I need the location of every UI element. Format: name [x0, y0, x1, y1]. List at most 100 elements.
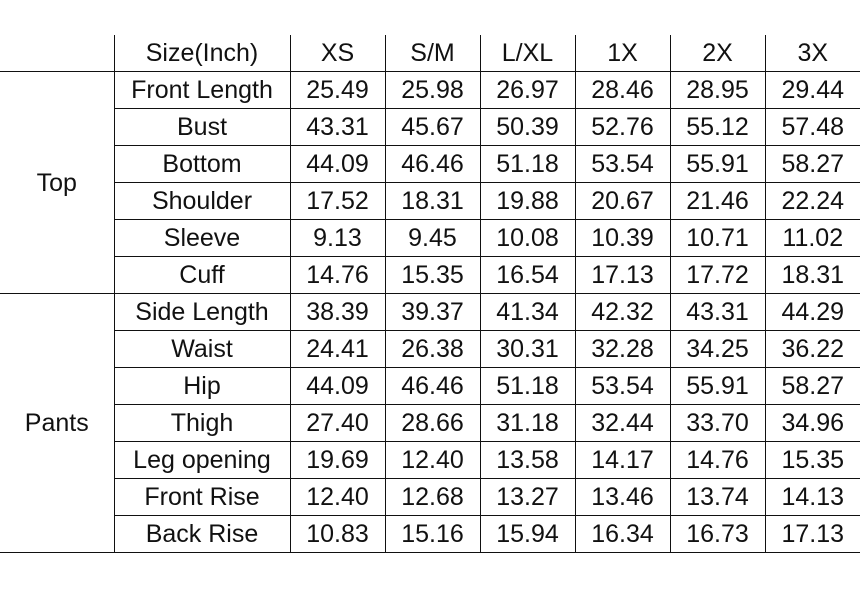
table-row: Sleeve 9.13 9.45 10.08 10.39 10.71 11.02: [0, 219, 860, 257]
size-value-cell: 14.76: [289, 256, 385, 294]
size-value-cell: 53.54: [574, 145, 670, 183]
size-value-cell: 36.22: [764, 330, 860, 368]
size-value-cell: 55.91: [669, 145, 765, 183]
size-value-cell: 17.13: [574, 256, 670, 294]
size-value-cell: 33.70: [669, 404, 765, 442]
measure-label: Bottom: [113, 145, 290, 183]
size-value-cell: 27.40: [289, 404, 385, 442]
size-value-cell: 32.44: [574, 404, 670, 442]
size-value-cell: 13.74: [669, 478, 765, 516]
table-row: Thigh 27.40 28.66 31.18 32.44 33.70 34.96: [0, 404, 860, 442]
measure-label: Waist: [113, 330, 290, 368]
size-value-cell: 12.40: [384, 441, 480, 479]
size-value-cell: 18.31: [764, 256, 860, 294]
header-xs: XS: [289, 35, 385, 72]
header-row: Size(Inch) XS S/M L/XL 1X 2X 3X: [0, 35, 860, 72]
size-value-cell: 28.95: [669, 71, 765, 109]
table-row: Pants Side Length 38.39 39.37 41.34 42.32 43.3…: [0, 293, 860, 553]
size-value-cell: 21.46: [669, 182, 765, 220]
size-value-cell: 46.46: [384, 145, 480, 183]
size-value-cell: 44.09: [289, 367, 385, 405]
table-row: Front Rise 12.40 12.68 13.27 13.46 13.74 14.13: [0, 478, 860, 516]
header-1x: 1X: [574, 35, 670, 72]
size-value-cell: 41.34: [479, 293, 575, 331]
size-value-cell: 51.18: [479, 367, 575, 405]
size-value-cell: 17.52: [289, 182, 385, 220]
measure-label: Sleeve: [113, 219, 290, 257]
size-value-cell: 44.09: [289, 145, 385, 183]
size-value-cell: 30.31: [479, 330, 575, 368]
measure-label: Leg opening: [113, 441, 290, 479]
measure-label: Shoulder: [113, 182, 290, 220]
header-size-inch: Size(Inch): [113, 35, 290, 72]
size-value-cell: 58.27: [764, 367, 860, 405]
size-value-cell: 15.35: [384, 256, 480, 294]
size-value-cell: 51.18: [479, 145, 575, 183]
table-row: Waist 24.41 26.38 30.31 32.28 34.25 36.22: [0, 330, 860, 368]
size-value-cell: 58.27: [764, 145, 860, 183]
size-value-cell: 44.29: [764, 293, 860, 331]
header-s-m: S/M: [384, 35, 480, 72]
corner-cell: [0, 35, 114, 72]
size-value-cell: 12.40: [289, 478, 385, 516]
header-3x: 3X: [764, 35, 860, 72]
group-label-top: Top: [0, 71, 114, 294]
size-value-cell: 14.76: [669, 441, 765, 479]
size-value-cell: 15.16: [384, 515, 480, 553]
size-value-cell: 11.02: [764, 219, 860, 257]
measure-label: Hip: [113, 367, 290, 405]
size-value-cell: 18.31: [384, 182, 480, 220]
size-value-cell: 26.38: [384, 330, 480, 368]
table-row: Top Front Length 25.49 25.98 26.97 28.46 28.95…: [0, 71, 860, 294]
size-value-cell: 14.17: [574, 441, 670, 479]
size-chart-table: Size(Inch) XS S/M L/XL 1X 2X 3X Top Front…: [0, 35, 860, 553]
size-value-cell: 45.67: [384, 108, 480, 146]
header-l-xl: L/XL: [479, 35, 575, 72]
table-row: Bottom 44.09 46.46 51.18 53.54 55.91 58.27: [0, 145, 860, 183]
header-2x: 2X: [669, 35, 765, 72]
table-row: Cuff 14.76 15.35 16.54 17.13 17.72 18.31: [0, 256, 860, 294]
size-value-cell: 28.46: [574, 71, 670, 109]
size-value-cell: 55.12: [669, 108, 765, 146]
size-value-cell: 53.54: [574, 367, 670, 405]
size-value-cell: 10.71: [669, 219, 765, 257]
size-value-cell: 29.44: [764, 71, 860, 109]
size-value-cell: 13.58: [479, 441, 575, 479]
size-value-cell: 22.24: [764, 182, 860, 220]
size-value-cell: 52.76: [574, 108, 670, 146]
size-value-cell: 16.34: [574, 515, 670, 553]
size-chart-body: Top Front Length 25.49 25.98 26.97 28.46 28.95…: [0, 71, 860, 553]
size-value-cell: 42.32: [574, 293, 670, 331]
size-value-cell: 31.18: [479, 404, 575, 442]
size-value-cell: 43.31: [289, 108, 385, 146]
size-value-cell: 10.08: [479, 219, 575, 257]
size-value-cell: 9.45: [384, 219, 480, 257]
measure-label: Side Length: [113, 293, 290, 331]
size-value-cell: 15.35: [764, 441, 860, 479]
size-value-cell: 55.91: [669, 367, 765, 405]
size-value-cell: 17.13: [764, 515, 860, 553]
size-value-cell: 15.94: [479, 515, 575, 553]
measure-label: Front Rise: [113, 478, 290, 516]
size-value-cell: 10.83: [289, 515, 385, 553]
size-value-cell: 34.25: [669, 330, 765, 368]
size-value-cell: 20.67: [574, 182, 670, 220]
size-value-cell: 17.72: [669, 256, 765, 294]
size-value-cell: 16.73: [669, 515, 765, 553]
size-value-cell: 26.97: [479, 71, 575, 109]
size-value-cell: 13.46: [574, 478, 670, 516]
size-value-cell: 25.49: [289, 71, 385, 109]
table-row: Leg opening 19.69 12.40 13.58 14.17 14.76 15.3…: [0, 441, 860, 479]
measure-label: Back Rise: [113, 515, 290, 553]
size-value-cell: 19.69: [289, 441, 385, 479]
size-value-cell: 57.48: [764, 108, 860, 146]
size-value-cell: 13.27: [479, 478, 575, 516]
table-row: Shoulder 17.52 18.31 19.88 20.67 21.46 22.24: [0, 182, 860, 220]
size-value-cell: 38.39: [289, 293, 385, 331]
size-value-cell: 46.46: [384, 367, 480, 405]
size-value-cell: 32.28: [574, 330, 670, 368]
size-value-cell: 24.41: [289, 330, 385, 368]
size-value-cell: 25.98: [384, 71, 480, 109]
size-value-cell: 28.66: [384, 404, 480, 442]
size-value-cell: 43.31: [669, 293, 765, 331]
